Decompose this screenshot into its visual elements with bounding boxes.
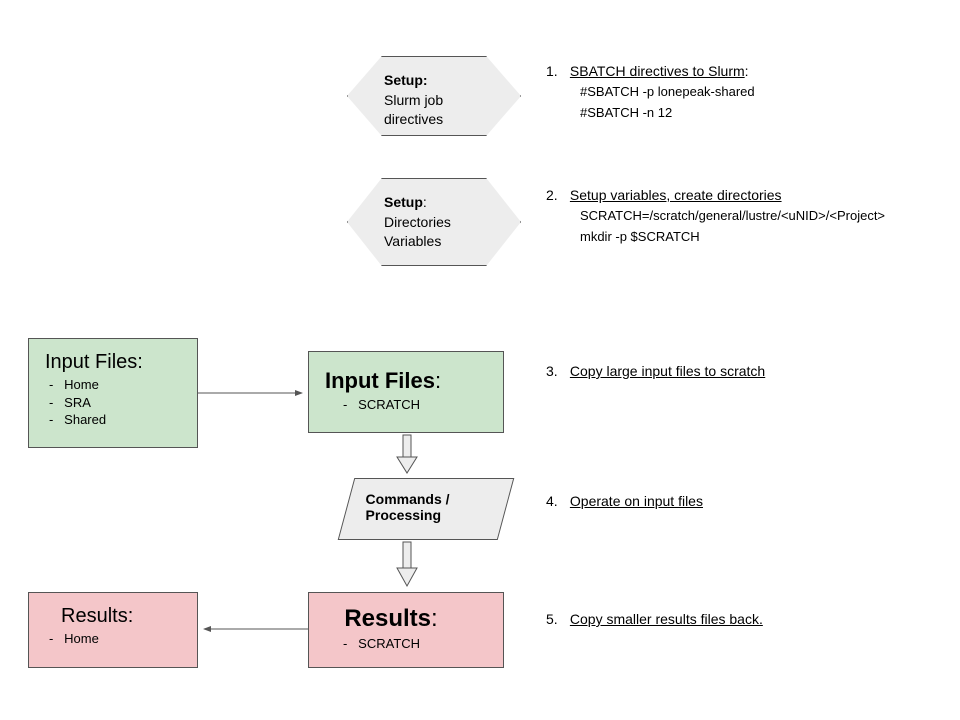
input-right-colon: : <box>435 368 441 393</box>
note5-num: 5. <box>546 608 566 630</box>
note4-num: 4. <box>546 490 566 512</box>
note-1: 1. SBATCH directives to Slurm: #SBATCH -… <box>546 60 755 124</box>
note2-head: Setup variables, create directories <box>570 187 782 203</box>
note3-head: Copy large input files to scratch <box>570 363 765 379</box>
note1-sub1: #SBATCH -p lonepeak-shared <box>546 82 755 103</box>
note1-sub2: #SBATCH -n 12 <box>546 103 755 124</box>
input-left-item-3: Shared <box>49 411 181 429</box>
hexagon-setup-dirs: Setup: Directories Variables <box>347 178 521 266</box>
para-line2: Processing <box>366 507 441 523</box>
results-right-items: SCRATCH <box>325 635 487 653</box>
note-4: 4. Operate on input files <box>546 490 703 512</box>
note1-num: 1. <box>546 60 566 82</box>
box-results-scratch: Results: SCRATCH <box>308 592 504 668</box>
note-2: 2. Setup variables, create directories S… <box>546 184 885 248</box>
parallelogram-commands: Commands / Processing <box>338 478 515 540</box>
note2-sub1: SCRATCH=/scratch/general/lustre/<uNID>/<… <box>546 206 885 227</box>
hexagon-setup-slurm: Setup: Slurm job directives <box>347 56 521 136</box>
hex1-line1: Slurm job <box>384 92 443 108</box>
note1-tail: : <box>745 63 749 79</box>
box-input-files-scratch: Input Files: SCRATCH <box>308 351 504 433</box>
results-right-title: Results <box>344 605 431 632</box>
note2-num: 2. <box>546 184 566 206</box>
hex2-line1: Directories <box>384 214 451 230</box>
input-right-items: SCRATCH <box>325 396 487 414</box>
input-left-item-1: Home <box>49 376 181 394</box>
results-right-colon: : <box>431 605 438 632</box>
hex2-colon: : <box>423 194 427 210</box>
results-left-title: Results: <box>45 603 181 630</box>
results-right-item-1: SCRATCH <box>343 635 487 653</box>
hex2-line2: Variables <box>384 233 441 249</box>
input-left-item-2: SRA <box>49 394 181 412</box>
note4-head: Operate on input files <box>570 493 703 509</box>
arrow-input-left-to-right <box>198 388 308 398</box>
arrow-commands-to-results <box>395 542 419 590</box>
arrow-results-right-to-left <box>198 624 308 634</box>
para-line1: Commands / <box>366 491 450 507</box>
input-left-title: Input Files: <box>45 349 181 376</box>
box-results-home: Results: Home <box>28 592 198 668</box>
hex2-title: Setup <box>384 194 423 210</box>
box-input-files-source: Input Files: Home SRA Shared <box>28 338 198 448</box>
hex1-line2: directives <box>384 111 443 127</box>
results-left-items: Home <box>45 630 181 648</box>
note3-num: 3. <box>546 360 566 382</box>
note-5: 5. Copy smaller results files back. <box>546 608 763 630</box>
note-3: 3. Copy large input files to scratch <box>546 360 765 382</box>
results-left-item-1: Home <box>49 630 181 648</box>
input-right-item-1: SCRATCH <box>343 396 487 414</box>
note1-head: SBATCH directives to Slurm <box>570 63 745 79</box>
note2-sub2: mkdir -p $SCRATCH <box>546 227 885 248</box>
input-left-items: Home SRA Shared <box>45 376 181 429</box>
arrow-input-to-commands <box>395 435 419 477</box>
hex1-title: Setup: <box>384 72 428 88</box>
input-right-title: Input Files <box>325 368 435 393</box>
note5-head: Copy smaller results files back. <box>570 611 763 627</box>
